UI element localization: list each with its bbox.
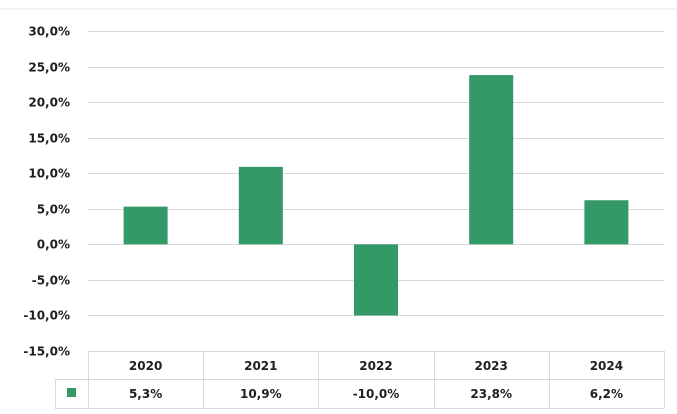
y-tick-label: -15,0% (23, 345, 70, 359)
bar-2021 (238, 166, 283, 245)
y-tick-label: -10,0% (23, 309, 70, 323)
data-table-value: 6,2% (590, 387, 623, 401)
y-tick-label: 30,0% (28, 25, 70, 39)
y-tick-label: 5,0% (37, 203, 70, 217)
y-tick-label: 20,0% (28, 96, 70, 110)
data-table-value: 10,9% (240, 387, 282, 401)
bar-2022 (354, 244, 398, 316)
data-table-value: -10,0% (353, 387, 400, 401)
y-tick-label: 10,0% (28, 167, 70, 181)
y-tick-label: 15,0% (28, 132, 70, 146)
x-category-label: 2020 (129, 359, 162, 373)
x-category-label: 2021 (244, 359, 277, 373)
bar-2024 (584, 200, 629, 245)
x-category-label: 2023 (474, 359, 507, 373)
data-table-value: 23,8% (470, 387, 512, 401)
data-table-value: 5,3% (129, 387, 162, 401)
bar-2020 (123, 206, 168, 245)
x-category-label: 2022 (359, 359, 392, 373)
y-tick-label: 25,0% (28, 61, 70, 75)
y-tick-label: -5,0% (32, 274, 70, 288)
legend-key-icon (67, 388, 76, 397)
y-tick-label: 0,0% (37, 238, 70, 252)
x-category-label: 2024 (590, 359, 623, 373)
bar-2023 (469, 75, 514, 245)
